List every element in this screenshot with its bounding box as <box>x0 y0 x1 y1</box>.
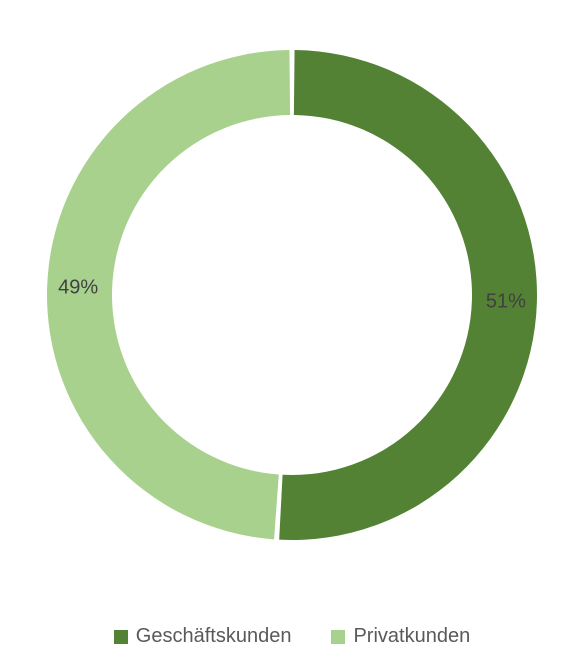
donut-chart-container: 51% 49% Geschäftskunden Privatkunden <box>0 0 584 662</box>
legend-item-privatkunden: Privatkunden <box>331 625 470 648</box>
legend: Geschäftskunden Privatkunden <box>0 625 584 648</box>
data-label: 51% <box>486 290 526 313</box>
legend-swatch-icon <box>114 630 128 644</box>
data-label: 49% <box>58 277 98 300</box>
legend-swatch-icon <box>331 630 345 644</box>
legend-label: Geschäftskunden <box>136 625 292 648</box>
legend-item-geschaeftskunden: Geschäftskunden <box>114 625 292 648</box>
legend-label: Privatkunden <box>353 625 470 648</box>
